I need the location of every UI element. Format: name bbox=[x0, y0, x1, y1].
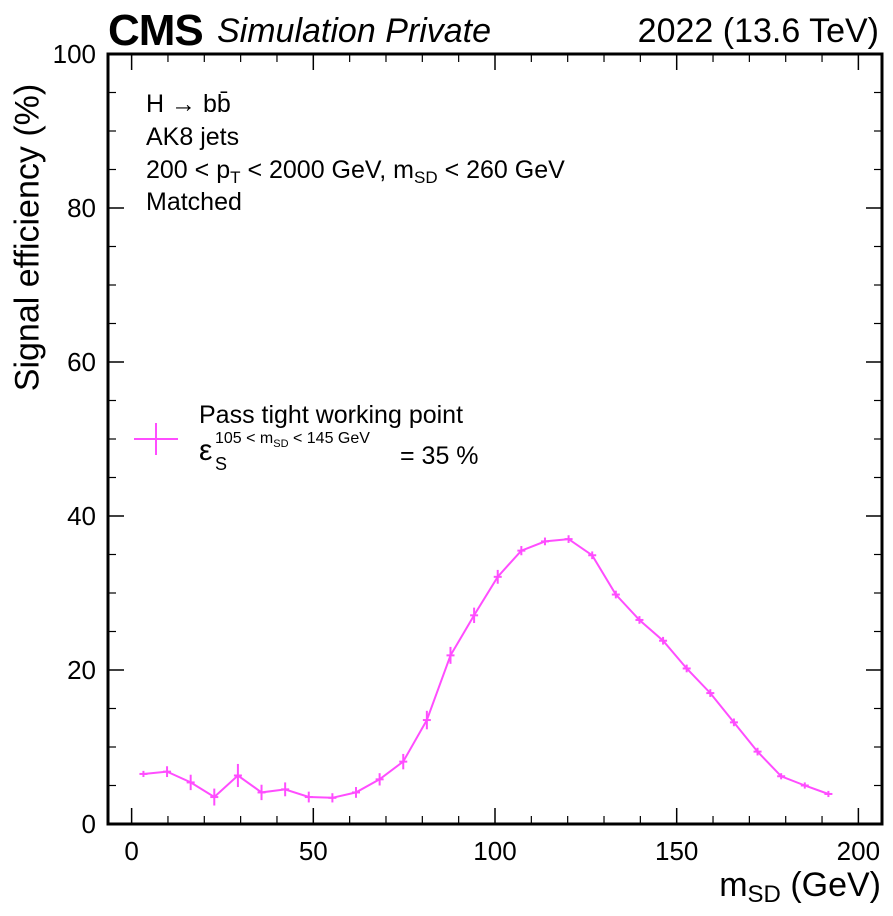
y-tick-label: 60 bbox=[67, 347, 96, 377]
x-tick-label: 150 bbox=[655, 836, 698, 866]
cms-logo-text: CMS bbox=[108, 6, 204, 55]
series-pass-tight bbox=[139, 535, 833, 806]
energy-label: 2022 (13.6 TeV) bbox=[637, 12, 879, 50]
y-tick-label: 20 bbox=[67, 655, 96, 685]
annotation-cuts: 200 < pT < 2000 GeV, mSD < 260 GeV bbox=[146, 156, 565, 187]
legend-eps-sub: S bbox=[215, 454, 228, 474]
y-tick-label: 0 bbox=[82, 809, 96, 839]
legend-marker bbox=[134, 423, 178, 455]
x-tick-label: 200 bbox=[837, 836, 880, 866]
plot-frame bbox=[106, 52, 884, 826]
y-tick-label: 80 bbox=[67, 193, 96, 223]
tick-labels: 0 50 100 150 200 0 20 40 60 80 100 bbox=[53, 39, 880, 866]
legend-eps-sup: 105 < mSD < 145 GeV bbox=[215, 430, 370, 451]
annotation-jets: AK8 jets bbox=[146, 123, 240, 151]
annotation-matched: Matched bbox=[146, 188, 242, 216]
legend-label: Pass tight working point bbox=[199, 401, 464, 429]
legend-efficiency: ε 105 < mSD < 145 GeV S = 35 % bbox=[199, 430, 479, 474]
x-tick-label: 100 bbox=[473, 836, 516, 866]
y-tick-label: 40 bbox=[67, 501, 96, 531]
y-tick-label: 100 bbox=[53, 39, 96, 69]
x-tick-label: 50 bbox=[299, 836, 328, 866]
simulation-label: Simulation Private bbox=[217, 12, 492, 50]
annotation-process: H → bb̄ bbox=[146, 90, 231, 118]
x-axis-label: mSD (GeV) bbox=[719, 866, 881, 908]
y-axis-label: Signal efficiency (%) bbox=[8, 83, 47, 392]
series-line bbox=[143, 538, 829, 799]
x-tick-label: 0 bbox=[124, 836, 138, 866]
legend-eps-symbol: ε bbox=[199, 434, 213, 467]
legend-eps-value: = 35 % bbox=[400, 442, 479, 470]
